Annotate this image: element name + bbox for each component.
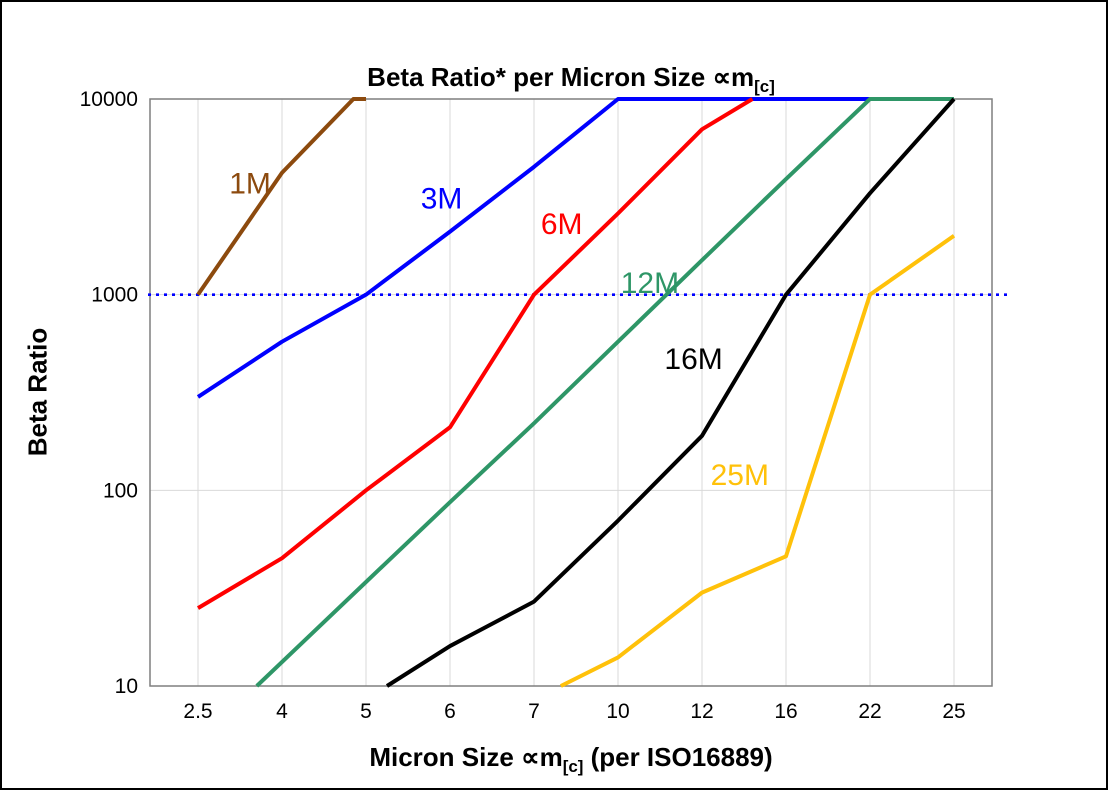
- x-tick-label: 5: [360, 700, 372, 723]
- plot-border: [149, 98, 993, 687]
- x-tick-label: 12: [690, 700, 713, 723]
- x-axis-label-subscript: [c]: [562, 757, 584, 777]
- x-tick-label: 4: [276, 700, 288, 723]
- x-tick-label: 6: [444, 700, 456, 723]
- series-line-16M: [385, 97, 956, 688]
- x-tick-label: 22: [858, 700, 881, 723]
- series-label-12M: 12M: [621, 267, 679, 300]
- chart-title-text: Beta Ratio* per Micron Size ∝m: [367, 62, 755, 92]
- x-axis-label: Micron Size ∝m[c] (per ISO16889): [369, 742, 772, 777]
- series-label-6M: 6M: [541, 208, 583, 241]
- x-tick-label: 2.5: [183, 700, 212, 723]
- chart-title: Beta Ratio* per Micron Size ∝m[c]: [367, 62, 775, 97]
- series-line-12M: [255, 97, 954, 688]
- series-line-6M: [196, 97, 754, 610]
- y-tick-label: 1000: [91, 284, 138, 307]
- x-tick-label: 7: [528, 700, 540, 723]
- series-label-1M: 1M: [229, 167, 271, 200]
- series-label-3M: 3M: [421, 183, 463, 216]
- x-tick-label: 25: [942, 700, 965, 723]
- y-axis-label: Beta Ratio: [22, 327, 53, 457]
- series-label-16M: 16M: [664, 343, 722, 376]
- y-tick-label: 10000: [80, 88, 138, 111]
- y-tick-label: 10: [115, 675, 138, 698]
- chart-title-subscript: [c]: [754, 77, 775, 97]
- x-axis-label-text: Micron Size ∝m: [369, 742, 563, 772]
- x-tick-label: 10: [606, 700, 629, 723]
- x-axis-label-suffix: (per ISO16889): [583, 742, 773, 772]
- series-line-1M: [196, 97, 366, 296]
- x-tick-label: 16: [774, 700, 797, 723]
- series-line-3M: [196, 97, 870, 399]
- y-tick-label: 100: [103, 479, 138, 502]
- series-label-25M: 25M: [711, 459, 769, 492]
- series-line-25M: [559, 234, 956, 688]
